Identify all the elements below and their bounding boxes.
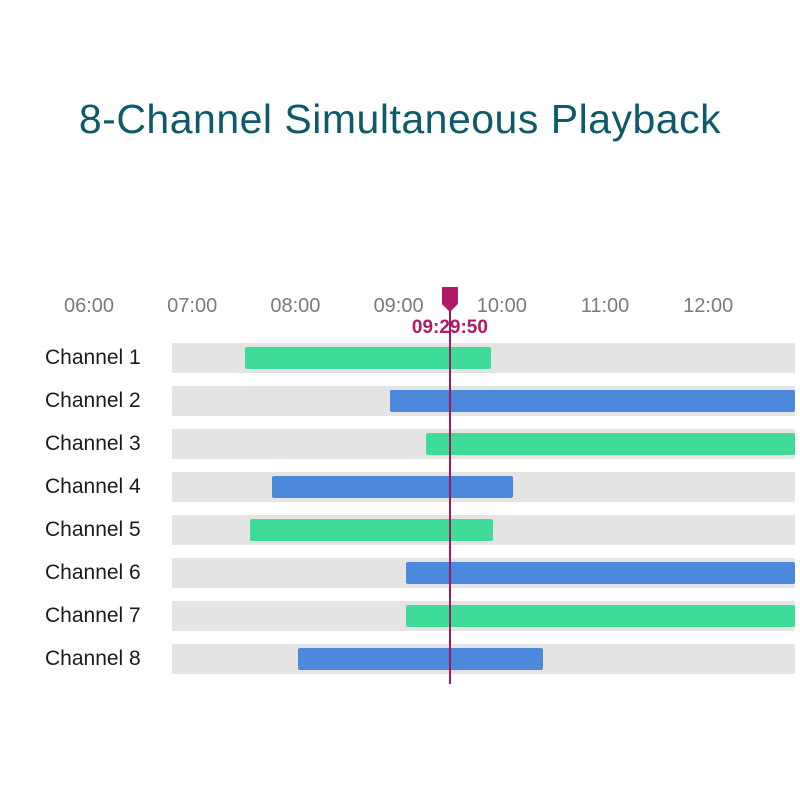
channel-label: Channel 3 [45, 432, 141, 455]
axis-tick-label: 10:00 [476, 295, 527, 317]
axis-tick-label: 08:00 [270, 295, 321, 317]
recording-bar[interactable] [405, 605, 795, 627]
recording-bar[interactable] [249, 519, 493, 541]
channel-label: Channel 2 [45, 389, 141, 412]
recording-bar[interactable] [390, 390, 795, 412]
axis-tick-label: 07:00 [167, 295, 218, 317]
recording-bar[interactable] [405, 562, 795, 584]
channel-label: Channel 1 [45, 346, 141, 369]
channel-label: Channel 6 [45, 561, 141, 584]
axis-tick-label: 11:00 [580, 295, 630, 317]
recording-bar[interactable] [298, 648, 544, 670]
playhead-line [448, 310, 452, 684]
axis-tick-label: 12:00 [683, 295, 734, 317]
recording-bar[interactable] [244, 347, 492, 369]
axis-tick-label: 09:00 [373, 295, 424, 317]
channel-label: Channel 5 [45, 518, 141, 541]
recording-bar[interactable] [426, 433, 795, 455]
channel-label: Channel 7 [45, 604, 141, 627]
playhead-marker[interactable] [441, 287, 458, 312]
axis-tick-label: 06:00 [63, 295, 115, 317]
channel-label: Channel 4 [45, 475, 141, 498]
channel-label: Channel 8 [45, 647, 141, 670]
recording-bar[interactable] [271, 476, 514, 498]
chart-title: 8-Channel Simultaneous Playback [78, 96, 722, 142]
playhead-time-label: 09:29:50 [411, 317, 488, 338]
